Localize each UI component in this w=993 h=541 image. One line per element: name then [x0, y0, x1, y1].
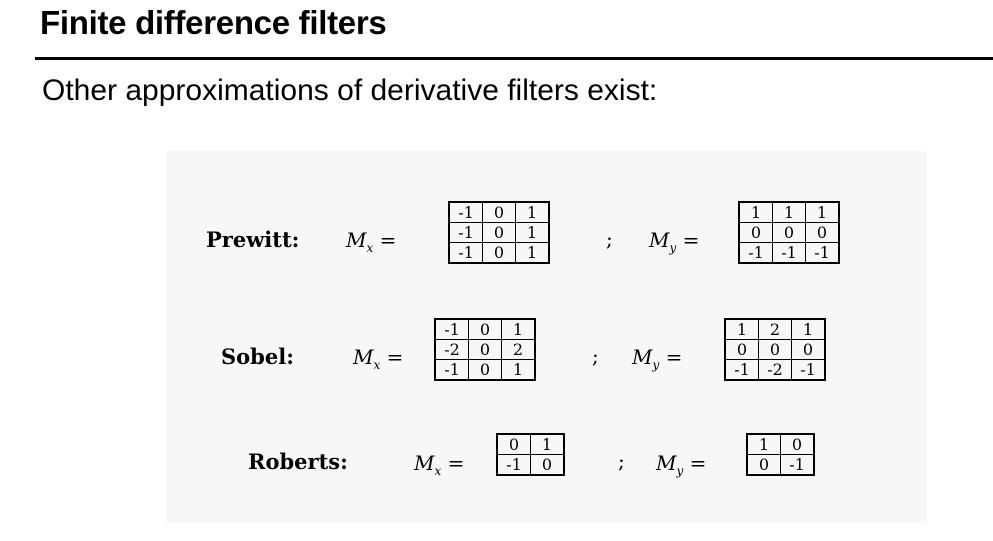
filter-name-roberts: Roberts: [248, 449, 348, 474]
matrix-cell: 2 [758, 318, 792, 340]
matrix-cell: 1 [501, 359, 536, 381]
roberts-mx-matrix: 0 1 -1 0 [496, 433, 565, 476]
slide-title: Finite difference filters [40, 4, 387, 41]
matrix-row: -1 -2 -1 [724, 359, 826, 381]
matrix-cell: 1 [501, 318, 536, 340]
prewitt-mx-matrix: -1 0 1 -1 0 1 -1 0 1 [448, 201, 550, 264]
matrix-cell: 0 [791, 339, 826, 360]
matrix-cell: 2 [501, 339, 536, 360]
matrix-row: -1 0 1 [434, 318, 536, 340]
matrix-cell: 0 [746, 454, 781, 476]
matrix-row: -1 0 1 [448, 242, 550, 264]
matrix-cell: 0 [482, 201, 516, 223]
matrix-cell: -1 [780, 454, 815, 476]
matrix-row: 0 -1 [746, 454, 815, 476]
slide-subtitle: Other approximations of derivative filte… [42, 74, 658, 107]
filter-name-sobel: Sobel: [221, 344, 294, 369]
matrix-cell: -1 [434, 318, 469, 340]
matrix-cell: -1 [496, 454, 531, 476]
matrix-row: -1 0 [496, 454, 565, 476]
sobel-mx-matrix: -1 0 1 -2 0 2 -1 0 1 [434, 318, 536, 381]
matrix-cell: -1 [724, 359, 759, 381]
matrix-cell: 0 [805, 222, 840, 243]
matrix-cell: -2 [434, 339, 469, 360]
mx-equation: Mx = [414, 451, 465, 478]
matrix-cell: 0 [724, 339, 759, 360]
my-equation: My = [632, 345, 683, 372]
matrix-cell: 1 [515, 201, 550, 223]
my-equation: My = [656, 451, 707, 478]
matrix-cell: 0 [758, 339, 792, 360]
matrix-cell: 0 [468, 339, 502, 360]
matrix-cell: 1 [515, 242, 550, 264]
matrix-cell: 1 [738, 201, 773, 223]
mx-equation: Mx = [353, 345, 404, 372]
matrix-cell: 1 [724, 318, 759, 340]
matrix-cell: -1 [448, 201, 483, 223]
matrix-cell: -1 [434, 359, 469, 381]
matrix-cell: 1 [746, 433, 781, 455]
matrix-cell: 1 [772, 201, 806, 223]
title-underline [35, 57, 993, 60]
separator: ; [618, 449, 625, 473]
matrix-cell: 0 [772, 222, 806, 243]
matrix-cell: 0 [780, 433, 815, 455]
my-equation: My = [649, 228, 700, 255]
matrix-row: -1 0 1 [434, 359, 536, 381]
matrix-cell: -1 [738, 242, 773, 264]
matrix-cell: 0 [496, 433, 531, 455]
matrix-cell: -1 [805, 242, 840, 264]
matrix-cell: 0 [738, 222, 773, 243]
matrix-cell: -1 [448, 222, 483, 243]
separator: ; [592, 344, 599, 368]
matrix-cell: 1 [805, 201, 840, 223]
matrix-cell: -1 [791, 359, 826, 381]
matrix-cell: 1 [515, 222, 550, 243]
matrix-cell: -2 [758, 359, 792, 381]
filter-name-prewitt: Prewitt: [206, 227, 300, 252]
matrix-cell: -1 [772, 242, 806, 264]
matrix-cell: 0 [482, 242, 516, 264]
matrix-cell: 0 [482, 222, 516, 243]
matrix-cell: 0 [468, 318, 502, 340]
matrix-cell: 0 [468, 359, 502, 381]
matrix-cell: -1 [448, 242, 483, 264]
prewitt-my-matrix: 1 1 1 0 0 0 -1 -1 -1 [738, 201, 840, 264]
roberts-my-matrix: 1 0 0 -1 [746, 433, 815, 476]
separator: ; [606, 227, 613, 251]
matrix-cell: 1 [791, 318, 826, 340]
matrix-row: -1 0 1 [448, 201, 550, 223]
matrix-row: -1 -1 -1 [738, 242, 840, 264]
mx-equation: Mx = [346, 228, 397, 255]
sobel-my-matrix: 1 2 1 0 0 0 -1 -2 -1 [724, 318, 826, 381]
matrix-row: -2 0 2 [434, 339, 536, 360]
matrix-row: -1 0 1 [448, 222, 550, 243]
matrix-cell: 1 [530, 433, 565, 455]
matrix-cell: 0 [530, 454, 565, 476]
